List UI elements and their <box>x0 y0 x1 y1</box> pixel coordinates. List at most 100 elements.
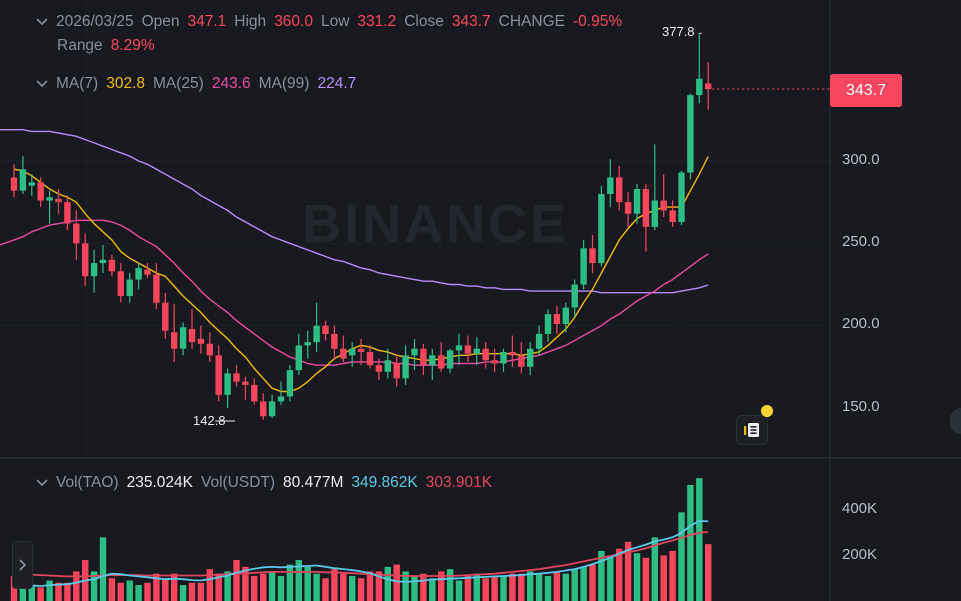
candle-body <box>429 355 436 366</box>
candle-body <box>633 188 641 214</box>
volume-bar <box>544 575 552 601</box>
candle-body <box>90 263 98 277</box>
vol-ma-fast-value: 349.862K <box>351 474 418 491</box>
max-price-marker: 377.8 <box>662 24 695 39</box>
volume-bar <box>331 569 338 601</box>
chevron-down-icon[interactable] <box>36 16 48 28</box>
candle-body <box>651 200 658 227</box>
ma-legend: MA(7) 302.8 MA(25) 243.6 MA(99) 224.7 <box>36 75 364 93</box>
candle-body <box>162 302 169 331</box>
ohlc-legend: 2026/03/25 Open 347.1 High 360.0 Low 331… <box>36 13 630 31</box>
volume-bar <box>535 573 543 601</box>
volume-bar <box>46 580 53 601</box>
candle-body <box>251 384 258 402</box>
high-label: High <box>234 13 267 30</box>
ma25-label: MA(25) <box>153 75 204 92</box>
volume-bar <box>171 573 178 601</box>
last-price-tag: 343.7 <box>830 74 902 107</box>
range-value: 8.29% <box>110 37 155 54</box>
volume-bar <box>616 548 623 601</box>
low-label: Low <box>320 13 350 30</box>
volume-bar <box>144 582 151 601</box>
scroll-handle[interactable] <box>950 408 961 434</box>
volume-bar <box>233 560 240 601</box>
open-label: Open <box>141 13 180 30</box>
volume-bar <box>642 557 650 601</box>
volume-bar <box>598 550 605 601</box>
volume-bar <box>438 571 445 601</box>
candle-body <box>500 352 507 364</box>
volume-bar <box>429 578 436 601</box>
volume-bar <box>215 573 222 601</box>
volume-bar <box>197 582 205 601</box>
candle-body <box>696 78 703 96</box>
candle-body <box>571 284 578 308</box>
volume-bar <box>349 575 356 601</box>
vol-quote-value: 80.477M <box>283 474 344 491</box>
candle-body <box>108 259 116 272</box>
y-tick-label: 300.0 <box>842 151 880 168</box>
candle-body <box>126 279 133 297</box>
volume-bar <box>705 544 712 601</box>
volume-bar <box>624 541 632 601</box>
volume-bar <box>473 573 480 601</box>
volume-bar <box>678 512 685 601</box>
volume-bar <box>206 569 213 601</box>
volume-bar <box>482 578 489 601</box>
candle-body <box>197 338 205 344</box>
volume-bar <box>179 585 187 601</box>
volume-bar <box>589 564 596 601</box>
volume-bar <box>126 580 133 601</box>
ma99-label: MA(99) <box>258 75 310 92</box>
candle-body <box>357 348 365 353</box>
candle-body <box>518 355 525 367</box>
candle-body <box>99 259 107 264</box>
volume-bar <box>340 573 347 601</box>
candle-body <box>224 373 231 395</box>
candle-body <box>260 401 267 417</box>
volume-bar <box>446 569 454 601</box>
candle-body <box>277 396 285 402</box>
volume-bar <box>660 555 667 601</box>
volume-bar <box>313 573 320 601</box>
expand-panel-button[interactable] <box>12 541 33 589</box>
candle-body <box>375 365 383 372</box>
volume-bar <box>286 564 294 601</box>
volume-bar <box>384 566 391 601</box>
volume-tick-label: 400K <box>842 500 878 517</box>
candle-body <box>384 360 391 372</box>
low-value: 331.2 <box>357 13 397 30</box>
ma99-value: 224.7 <box>317 75 357 92</box>
candle-body <box>73 223 80 244</box>
ma25-line <box>0 219 709 366</box>
candle-body <box>268 401 276 417</box>
volume-bar <box>251 575 258 601</box>
candle-body <box>491 360 498 364</box>
volume-bar <box>188 582 196 601</box>
note-icon <box>744 423 759 437</box>
chevron-down-icon[interactable] <box>36 78 48 90</box>
volume-bar <box>268 571 276 601</box>
candle-body <box>598 193 605 264</box>
volume-bar <box>304 566 311 601</box>
chevron-right-icon <box>19 559 27 571</box>
volume-bar <box>64 582 71 601</box>
note-button[interactable] <box>736 415 768 445</box>
candle-body <box>509 352 516 356</box>
range-label: Range <box>57 37 103 54</box>
candle-body <box>473 348 480 354</box>
high-value: 360.0 <box>274 13 313 30</box>
volume-bar <box>277 575 285 601</box>
candle-body <box>188 328 196 343</box>
candle-body <box>705 83 712 90</box>
candle-date: 2026/03/25 <box>56 13 134 30</box>
volume-bar <box>242 566 249 601</box>
volume-bar <box>162 578 169 601</box>
vol-base-label: Vol(TAO) <box>56 474 119 491</box>
candle-body <box>295 345 302 371</box>
volume-bar <box>411 575 418 601</box>
candle-body <box>678 172 685 222</box>
chevron-down-icon[interactable] <box>36 477 48 489</box>
candle-body <box>420 348 427 366</box>
